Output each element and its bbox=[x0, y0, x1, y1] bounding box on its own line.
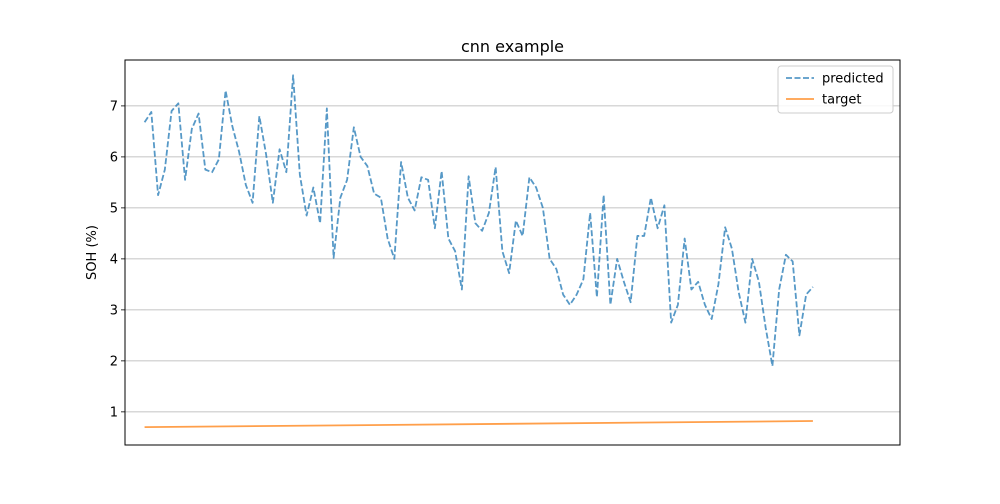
legend-label-target: target bbox=[822, 93, 862, 108]
legend-label-predicted: predicted bbox=[822, 72, 884, 87]
y-tick-label: 3 bbox=[110, 303, 118, 318]
y-tick-label: 2 bbox=[110, 354, 118, 369]
legend: predicted target bbox=[777, 65, 894, 114]
y-tick-label: 7 bbox=[110, 99, 118, 114]
series-line-predicted bbox=[143, 74, 814, 367]
series-line-target bbox=[144, 420, 813, 429]
y-tick-label: 4 bbox=[110, 252, 118, 267]
plot-frame bbox=[124, 59, 901, 446]
chart-title: cnn example bbox=[461, 37, 564, 56]
y-tick-label: 1 bbox=[110, 405, 118, 420]
gridlines bbox=[125, 105, 900, 413]
y-tick-label: 6 bbox=[110, 150, 118, 165]
series-lines bbox=[143, 74, 814, 429]
y-axis-ticks: 1 2 3 4 5 6 7 bbox=[110, 99, 125, 420]
y-tick-label: 5 bbox=[110, 201, 118, 216]
y-axis-label: SOH (%) bbox=[85, 225, 100, 280]
